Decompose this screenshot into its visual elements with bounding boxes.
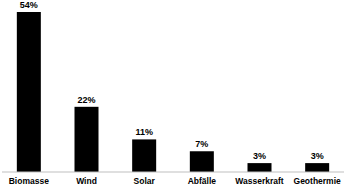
bar [190, 151, 214, 172]
category-label: Geothermie [294, 176, 342, 186]
chart: 54% Biomasse 22% Wind 11% Solar 7% Abfälle 3% Was… [0, 0, 346, 188]
data-label: 22% [77, 95, 95, 105]
y-range-line [2, 12, 3, 172]
bar [248, 163, 272, 172]
category-label: Wind [76, 176, 97, 186]
bar [17, 12, 41, 172]
bars [17, 12, 329, 172]
data-label: 54% [20, 0, 38, 10]
bar [305, 163, 329, 172]
chart-container: 54% Biomasse 22% Wind 11% Solar 7% Abfälle 3% Was… [0, 0, 346, 188]
category-label: Biomasse [9, 176, 49, 186]
data-label: 7% [195, 139, 208, 149]
data-label: 11% [135, 127, 153, 137]
category-label: Wasserkraft [235, 176, 284, 186]
category-label: Solar [134, 176, 156, 186]
data-label: 3% [311, 151, 324, 161]
x-axis-line [2, 172, 344, 173]
bar [132, 139, 156, 172]
category-label: Abfälle [188, 176, 217, 186]
data-label: 3% [253, 151, 266, 161]
bar [75, 107, 99, 172]
